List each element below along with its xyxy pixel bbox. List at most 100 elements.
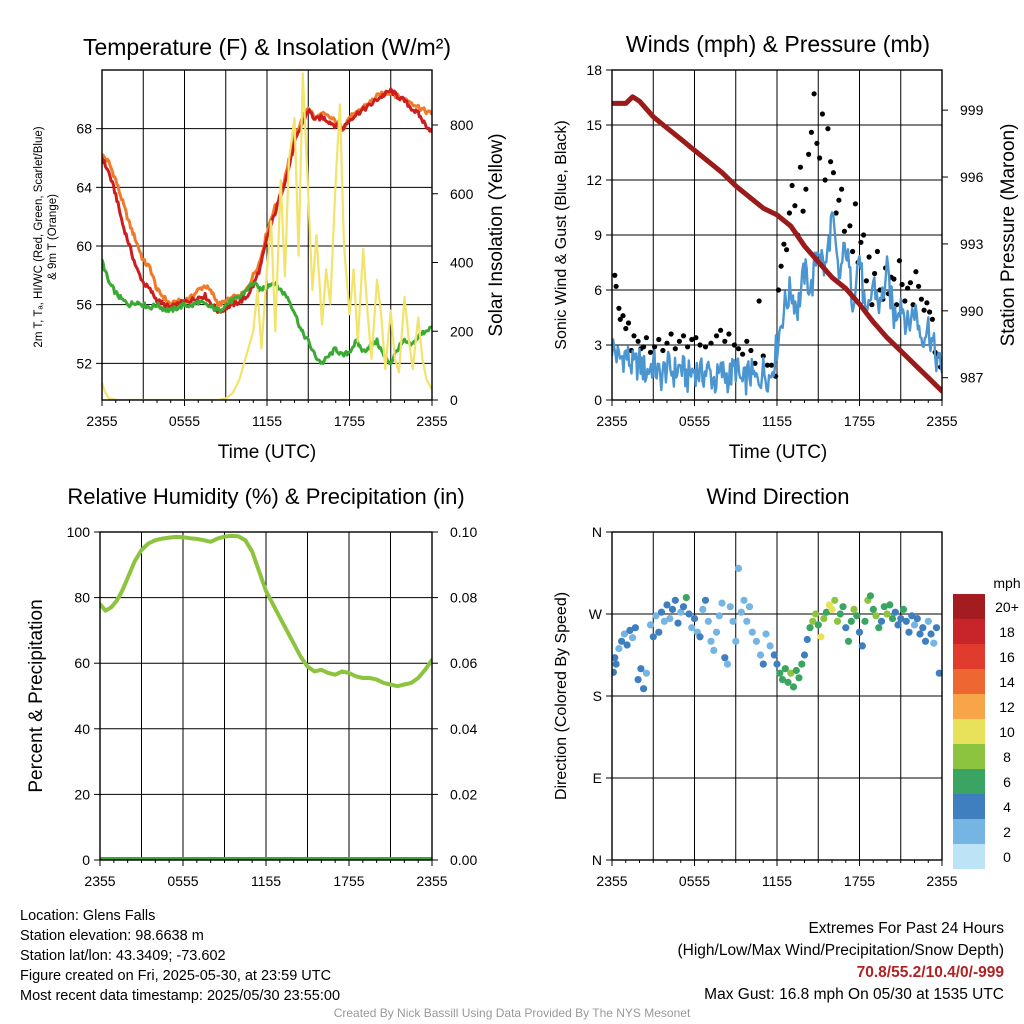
direction-point [853, 612, 861, 620]
gust-point [768, 362, 775, 368]
legend-swatch [953, 619, 985, 644]
rh-y2-tick-label: 0.06 [450, 655, 477, 671]
legend-swatch [953, 819, 985, 844]
gust-point [847, 223, 853, 229]
direction-point [935, 669, 942, 677]
gust-point [808, 129, 815, 135]
direction-point [688, 624, 696, 632]
dir-plot-area [612, 564, 942, 693]
legend-label: 8 [1003, 749, 1011, 765]
rh-plot-area [100, 533, 432, 860]
legend-swatch [953, 719, 985, 744]
extremes-info: Extremes For Past 24 Hours (High/Low/Max… [678, 918, 1005, 1006]
direction-point [916, 630, 924, 638]
legend-label: 0 [1003, 849, 1011, 865]
wind-y2-tick-label: 993 [960, 236, 984, 252]
direction-point [822, 608, 831, 616]
direction-point [710, 646, 718, 655]
temp-y-tick-label: 68 [76, 121, 92, 137]
dir-chart-title: Wind Direction [706, 484, 849, 509]
humidity-precipitation-chart: Relative Humidity (%) & Precipitation (i… [26, 484, 477, 889]
direction-point [897, 615, 905, 623]
direction-point [674, 619, 682, 627]
direction-point [740, 596, 748, 604]
rh-x-tick-label: 2355 [84, 873, 115, 889]
gust-point [825, 126, 831, 132]
legend-label: 2 [1003, 824, 1011, 840]
direction-point [770, 651, 778, 659]
direction-point [743, 617, 751, 625]
legend-label: 14 [999, 674, 1015, 690]
direction-point [652, 612, 660, 620]
direction-point [655, 628, 663, 636]
wind-x-tick-label: 2355 [596, 413, 627, 429]
legend-swatch [953, 769, 985, 794]
gust-point [817, 155, 823, 161]
rh-y2-tick-label: 0.08 [450, 590, 477, 606]
dir-x-tick-label: 1155 [762, 873, 792, 889]
extremes-title: Extremes For Past 24 Hours [808, 920, 1004, 937]
credit-line: Created By Nick Bassill Using Data Provi… [333, 1006, 691, 1020]
direction-point [789, 683, 798, 691]
dir-x-tick-label: 1755 [844, 873, 875, 889]
legend-swatch [953, 694, 985, 719]
dir-y-tick-label: S [593, 688, 602, 704]
direction-point [776, 669, 784, 677]
direction-point [762, 630, 770, 638]
direction-point [891, 608, 899, 616]
gust-point [828, 159, 834, 165]
wind-series-line-1 [612, 94, 942, 394]
wind-y-tick-label: 6 [594, 282, 602, 298]
gust-point [850, 248, 856, 255]
legend-label: 10 [999, 724, 1015, 740]
gust-point [680, 333, 687, 339]
direction-point [872, 612, 880, 620]
direction-point [649, 633, 657, 641]
wind-x-tick-label: 0555 [679, 413, 710, 429]
direction-point [850, 605, 858, 614]
direction-point [820, 615, 828, 623]
direction-point [701, 596, 710, 604]
gust-point [647, 349, 654, 355]
gust-point [803, 186, 809, 192]
direction-point [894, 621, 902, 629]
rh-y-axis-label: Percent & Precipitation [26, 599, 47, 792]
extremes-values: 70.8/55.2/10.4/0/-999 [856, 964, 1004, 981]
direction-point [927, 630, 935, 638]
temp-series-line-2 [102, 258, 432, 366]
gust-point [927, 309, 933, 315]
gust-point [784, 247, 790, 253]
direction-point [612, 660, 620, 668]
legend-swatch [953, 594, 985, 619]
gust-point [702, 344, 709, 350]
direction-point [623, 641, 631, 649]
gust-point [899, 281, 905, 288]
direction-point [787, 669, 795, 677]
direction-point [660, 617, 668, 625]
wind-y2-tick-label: 990 [960, 303, 984, 319]
station-latlon: Station lat/lon: 43.3409; -73.602 [20, 948, 226, 964]
direction-point [640, 685, 648, 693]
gust-point [852, 201, 859, 207]
gust-point [760, 353, 766, 359]
gust-point [907, 280, 914, 286]
temperature-insolation-chart: Temperature (F) & Insolation (W/m²) Time… [33, 34, 507, 463]
wind-y2-tick-label: 996 [960, 169, 984, 185]
direction-point [612, 654, 619, 662]
gust-point [863, 278, 870, 284]
gust-point [775, 287, 782, 293]
legend-swatch [953, 669, 985, 694]
gust-point [672, 346, 678, 352]
direction-point [880, 603, 888, 611]
wind-plot-area [612, 91, 942, 396]
direction-point [814, 621, 822, 629]
gust-point [668, 331, 674, 337]
direction-point [690, 615, 699, 623]
gust-point [872, 270, 878, 277]
temp-chart-title: Temperature (F) & Insolation (W/m²) [83, 34, 451, 60]
gust-point [613, 283, 619, 289]
dir-y-tick-label: E [593, 770, 602, 786]
gust-point [693, 335, 699, 341]
wind-direction-chart: Wind Direction Direction (Colored By Spe… [553, 484, 1021, 889]
direction-point [811, 610, 820, 618]
